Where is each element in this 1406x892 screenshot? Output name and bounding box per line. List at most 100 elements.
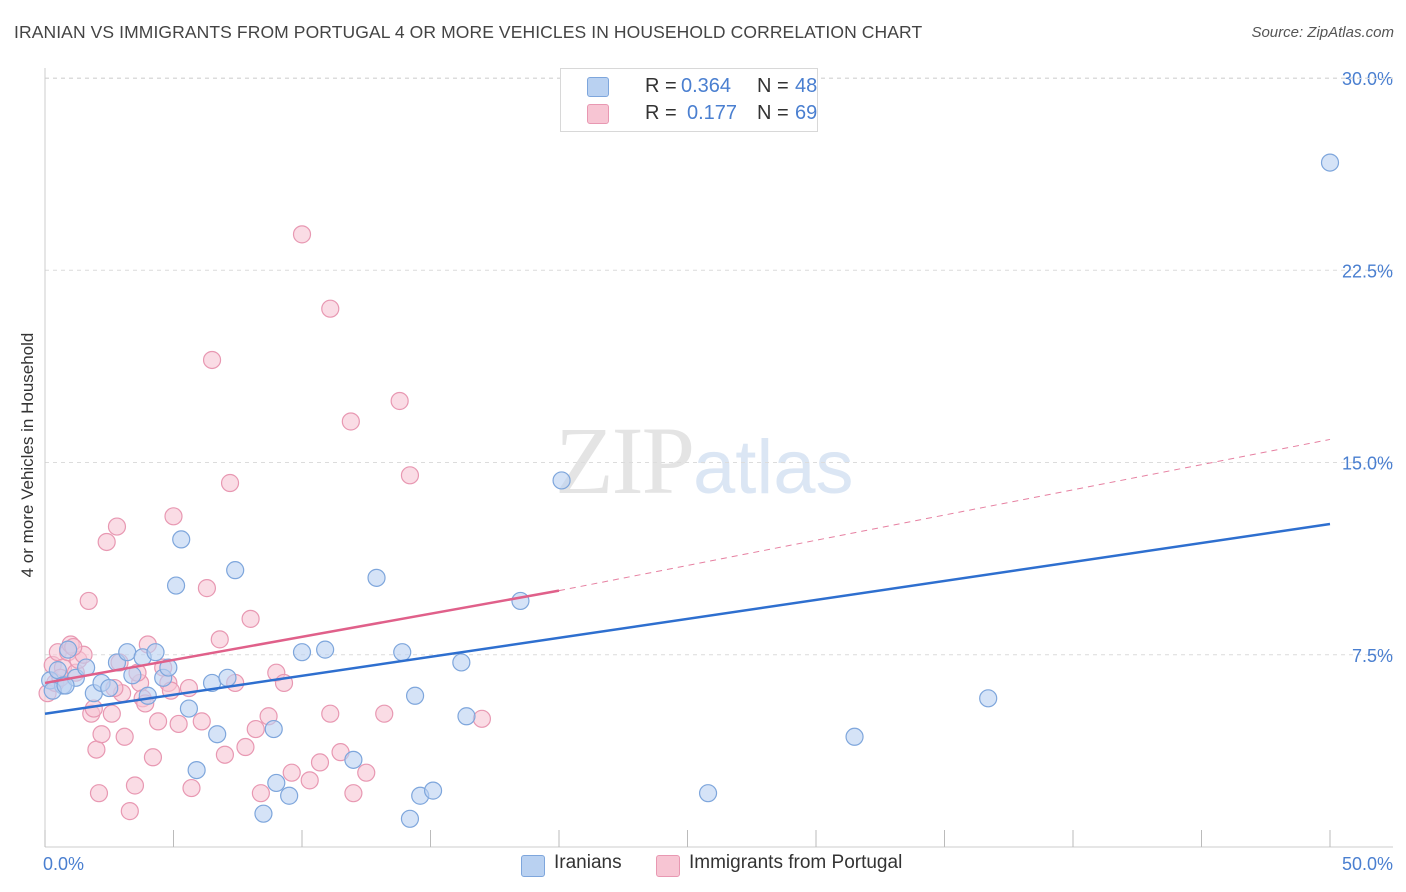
portugal-point [341, 412, 360, 431]
portugal-point [125, 776, 145, 795]
iranians-point [208, 725, 227, 744]
portugal-point [202, 350, 222, 370]
iranians-point [166, 576, 186, 595]
bottom-legend-portugal: Immigrants from Portugal [689, 852, 903, 873]
iranians-point [511, 591, 530, 611]
portugal-point [120, 802, 139, 821]
legend-swatch-pink [587, 104, 609, 124]
portugal-point [143, 748, 163, 767]
portugal-point [357, 763, 376, 782]
iranians-point [344, 750, 363, 769]
portugal-point [472, 709, 491, 728]
portugal-trendline-extension [558, 438, 1331, 592]
iranians-point [138, 686, 157, 705]
portugal-point [220, 473, 240, 493]
portugal-point [282, 763, 301, 782]
y-tick-label: 22.5% [1342, 261, 1393, 281]
portugal-point [87, 740, 106, 759]
legend-n-label: N = [757, 75, 789, 97]
iranians-point [316, 640, 335, 659]
portugal-point [246, 719, 265, 739]
x-tick-label: 0.0% [43, 854, 84, 874]
portugal-point [390, 391, 409, 411]
iranians-point [179, 699, 199, 718]
iranians-point [118, 643, 137, 662]
portugal-trendline [44, 589, 560, 685]
watermark: ZIPatlas [555, 405, 854, 516]
legend-r-label: R = [645, 75, 677, 97]
portugal-point [107, 517, 127, 536]
legend-n-value: 69 [795, 102, 818, 124]
legend-r-label: R = [645, 102, 677, 124]
iranians-point [367, 568, 386, 587]
portugal-point [300, 771, 319, 790]
legend-r-value: 0.177 [687, 102, 738, 124]
portugal-point [102, 704, 121, 723]
x-tick-label: 50.0% [1342, 854, 1393, 874]
portugal-point [79, 591, 98, 611]
portugal-point [400, 466, 420, 485]
y-tick-label: 15.0% [1342, 454, 1393, 474]
legend-n-label: N = [757, 102, 789, 124]
iranians-point [452, 653, 471, 672]
iranians-point [457, 707, 476, 726]
iranians-point [405, 686, 425, 705]
iranians-point [146, 643, 165, 662]
legend-swatch-blue [587, 77, 609, 97]
portugal-point [197, 579, 217, 598]
portugal-point [344, 784, 363, 803]
iranians-point [48, 661, 67, 680]
iranians-point [218, 668, 237, 687]
bottom-legend-swatch-portugal [656, 855, 680, 877]
portugal-point [375, 704, 394, 723]
portugal-point [321, 299, 340, 318]
bottom-legend-iranians: Iranians [554, 852, 622, 873]
portugal-point [241, 609, 260, 628]
iranians-trendline [44, 522, 1331, 715]
portugal-point [215, 745, 234, 764]
iranians-point [264, 719, 283, 739]
iranians-point [280, 786, 299, 805]
portugal-point [92, 725, 111, 744]
legend-r-value: 0.364 [681, 75, 732, 97]
iranians-point [552, 471, 571, 490]
y-tick-label: 7.5% [1352, 646, 1393, 666]
iranians-point [172, 530, 191, 549]
iranians-point [698, 784, 718, 803]
iranians-point [254, 804, 273, 823]
portugal-point [210, 630, 229, 649]
source-label: Source: ZipAtlas.com [1251, 24, 1394, 41]
iranians-point [100, 678, 119, 698]
correlation-legend: R = 0.364 N = 48 R = 0.177 N = 69 [560, 68, 818, 132]
portugal-point [97, 532, 116, 552]
chart-title: IRANIAN VS IMMIGRANTS FROM PORTUGAL 4 OR… [14, 22, 923, 42]
iranians-point [1320, 153, 1340, 172]
portugal-point [115, 727, 134, 746]
portugal-point [148, 712, 168, 731]
portugal-point [192, 712, 211, 731]
portugal-point [310, 753, 330, 772]
iranians-point [400, 809, 420, 828]
portugal-point [89, 784, 109, 803]
bottom-legend-swatch-iranians [521, 855, 545, 877]
iranians-point [845, 727, 864, 746]
iranians-point [187, 760, 206, 780]
portugal-point [169, 714, 188, 734]
iranians-point [59, 640, 78, 659]
portugal-point [182, 778, 201, 798]
iranians-point [292, 643, 312, 662]
portugal-point [292, 225, 312, 244]
legend-n-value: 48 [795, 75, 818, 97]
portugal-point [251, 784, 270, 803]
iranians-point [267, 773, 286, 793]
watermark-atlas: atlas [693, 425, 854, 510]
iranians-point [393, 643, 412, 662]
portugal-point [164, 507, 183, 526]
iranians-point [159, 658, 178, 677]
portugal-point [236, 737, 255, 757]
iranians-point [226, 561, 245, 580]
portugal-point [321, 704, 340, 723]
iranians-point [423, 781, 443, 800]
watermark-zip: ZIP [555, 407, 695, 514]
